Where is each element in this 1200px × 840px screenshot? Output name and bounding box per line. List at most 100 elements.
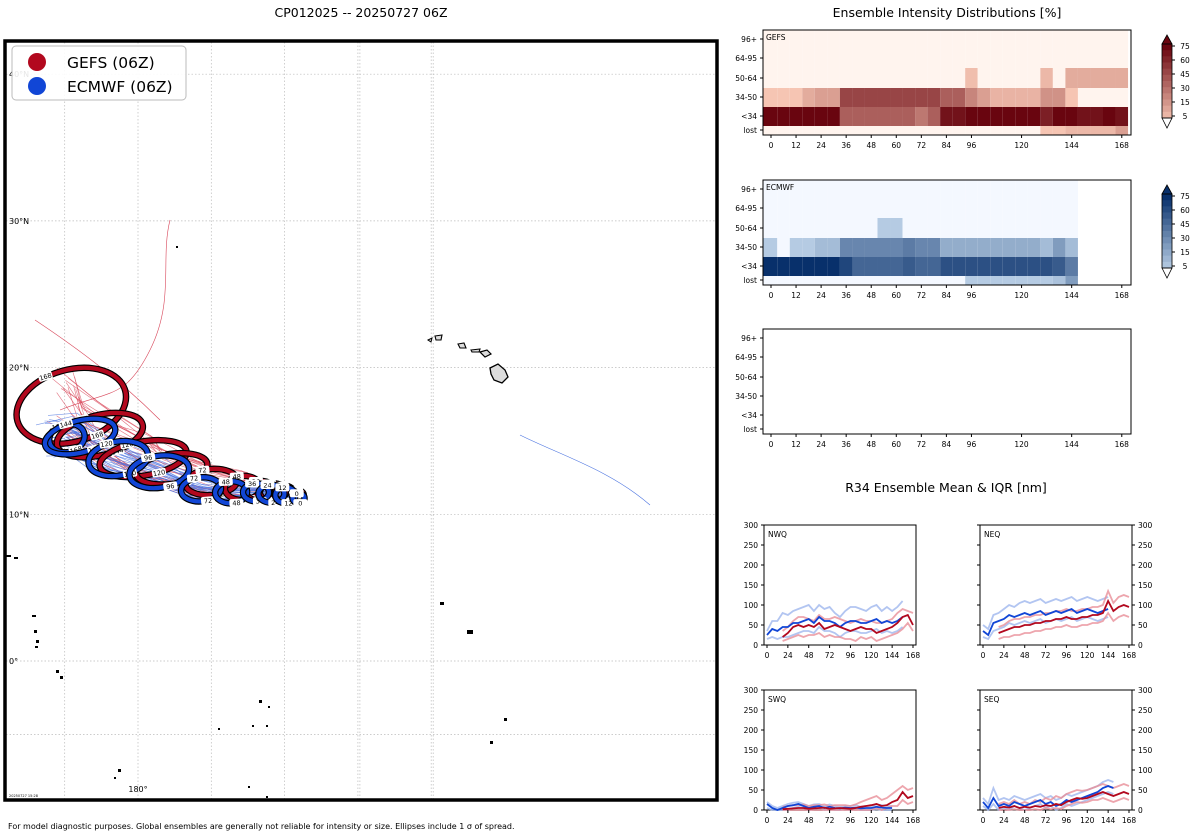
intensity-cell [789,88,803,107]
intensity-xlabel: 12 [791,291,801,300]
intensity-cell [777,126,790,135]
intensity-xlabel: 48 [866,440,876,449]
ecmwf-hour-tag [200,496,216,505]
hawaii-big-island [489,363,509,384]
r34-xlabel: 120 [864,651,879,660]
intensity-cell [827,68,840,88]
intensity-panels: GEFS 96+ 64-95 50-64 34-50 <34 lost 0 12 24 36 48 60… [735,29,1190,449]
intensity-cell [915,30,928,49]
intensity-cell [1027,238,1041,257]
intensity-cell [877,218,891,238]
intensity-cell [1115,88,1129,107]
ecmwf-hour-tag [275,483,290,492]
intensity-cell [890,68,903,88]
gefs-iqr-low [782,798,914,811]
intensity-cell [827,180,840,199]
intensity-xlabel: 84 [942,440,952,449]
ecmwf-hour-label: 24 [271,499,279,507]
hawaii-maui [478,349,493,358]
r34-xlabel: 48 [1020,816,1030,825]
intensity-cell [877,68,891,88]
intensity-cell [1027,30,1041,49]
ecmwf-hour-label: 48 [232,499,241,507]
r34-ylabel: 250 [744,706,759,715]
intensity-cell [1040,257,1053,276]
ecmwf-hour-label: 24 [263,481,271,489]
intensity-cell [827,276,840,285]
intensity-cell [763,126,778,135]
r34-xlabel: 0 [765,651,770,660]
intensity-xlabel: 60 [892,291,902,300]
intensity-cell [965,88,978,107]
intensity-cell [864,126,878,135]
track-map: 1681681441441201209696727248483636242412… [3,39,719,802]
r34-ylabel-right: 50 [1138,786,1148,795]
intensity-cell [777,68,790,88]
intensity-cell [1040,88,1053,107]
intensity-xlabel: 0 [769,440,774,449]
intensity-cell [990,276,1003,285]
intensity-cell [877,238,891,257]
intensity-cell [977,68,991,88]
intensity-cell [789,30,803,49]
colorbar-min-arrow [1161,267,1173,279]
r34-title: R34 Ensemble Mean & IQR [nm] [845,480,1047,495]
intensity-cell [927,199,941,218]
r34-xlabel: 168 [906,816,921,825]
colorbar-swatch [1162,255,1172,263]
intensity-cell [777,49,790,68]
colorbar-label: 45 [1180,70,1190,79]
r34-panel-swq: SWQ 0 50 100 150 200 250 300 0 24 48 72 96 120 144 168 [744,686,921,825]
intensity-cell [990,199,1003,218]
intensity-cell [852,257,865,276]
intensity-cell [1052,49,1066,68]
intensity-cell [852,218,865,238]
intensity-cell [965,257,978,276]
intensity-cell [827,49,840,68]
colorbar-swatch [1162,237,1172,244]
r34-ylabel: 100 [744,766,759,775]
colorbar-swatch [1162,194,1172,201]
ecmwf-hour-label: 72 [190,474,199,483]
intensity-cell [839,238,853,257]
intensity-cell [864,180,878,199]
intensity-cell [839,199,853,218]
latitude-labels: 40°N30°N20°N10°N0° [9,70,29,666]
r34-panel-nwq: NWQ 0 50 100 150 200 250 300 0 24 48 72 96 120 144 168 [744,521,921,660]
intensity-cell [802,257,815,276]
intensity-cell [902,30,916,49]
intensity-cell [864,88,878,107]
colorbar-swatch [1162,206,1172,213]
intensity-cell [1015,88,1028,107]
intensity-cell [1040,276,1053,285]
intensity-xlabel: 12 [791,440,801,449]
intensity-xlabel: 0 [769,291,774,300]
intensity-xlabel: 120 [1014,291,1029,300]
intensity-panel: GEFS 96+ 64-95 50-64 34-50 <34 lost 0 12 24 36 48 60… [735,29,1190,150]
intensity-cell [789,68,803,88]
colorbar-label: 60 [1180,206,1190,215]
intensity-cell [1027,107,1041,126]
intensity-cell [1065,88,1078,107]
intensity-cell [890,238,903,257]
intensity-cell [902,107,916,126]
intensity-cell [1102,49,1116,68]
intensity-cell [1040,199,1053,218]
intensity-cell [940,107,953,126]
intensity-frame [762,328,1132,435]
r34-xlabel: 96 [846,816,856,825]
colorbar-swatch [1162,249,1172,257]
ecmwf-hour-label: 120 [100,439,114,449]
intensity-cell [965,180,978,199]
ecmwf-ellipse: 24 24 [255,480,288,507]
ecmwf-hour-tag [140,452,156,463]
intensity-ylabel: <34 [741,411,757,420]
intensity-cell [1065,238,1078,257]
intensity-cell [927,180,941,199]
intensity-ylabel: <34 [741,262,757,271]
r34-xlabel: 144 [885,651,900,660]
colorbar-label: 75 [1180,192,1190,201]
intensity-cell [802,276,815,285]
intensity-cell [827,218,840,238]
hawaii-kauai [434,334,443,341]
